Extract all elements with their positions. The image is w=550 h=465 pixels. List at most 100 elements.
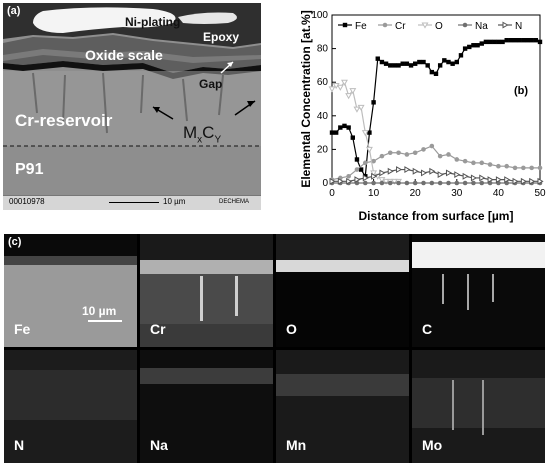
data-point-cr (371, 158, 376, 164)
data-point-cr (429, 143, 435, 149)
data-point-fe (342, 123, 347, 129)
data-point-fe (367, 130, 372, 135)
plot-area-frame (331, 14, 541, 184)
edx-scale-text: 10 µm (82, 304, 117, 318)
y-tick-label: 60 (317, 77, 329, 88)
data-point-fe (529, 38, 534, 43)
sem-cross-section-panel: (a) Ni-plating Epoxy Oxide scale Gap Cr-… (3, 3, 261, 210)
data-point-fe (338, 125, 343, 130)
x-tick-label: 10 (368, 188, 380, 199)
data-point-n (504, 176, 511, 184)
data-point-fe (467, 44, 472, 50)
x-tick-label: 30 (451, 188, 463, 199)
data-point-na (479, 180, 485, 186)
data-point-cr (421, 147, 426, 152)
map-label-mo: Mo (422, 437, 443, 453)
data-point-n (412, 167, 419, 175)
data-point-fe (454, 59, 459, 65)
data-point-fe (450, 61, 455, 66)
image-id: 00010978 (9, 197, 45, 206)
data-point-cr (362, 160, 368, 166)
data-point-fe (471, 43, 476, 48)
data-point-na (446, 180, 451, 186)
ni-plating-label: Ni-plating (125, 15, 181, 29)
epoxy-label: Epoxy (203, 30, 240, 44)
y-tick-label: 100 (311, 10, 328, 21)
data-point-n (529, 177, 536, 185)
data-point-o (357, 104, 365, 112)
data-point-o (328, 86, 336, 93)
data-point-na (437, 180, 443, 186)
data-point-fe (496, 39, 501, 45)
edx-scale-bar (88, 320, 122, 322)
data-point-n (379, 169, 386, 177)
axis-ticks: 0 10 20 30 40 50 0 20 40 60 80 100 (311, 10, 546, 199)
data-point-na (396, 180, 401, 186)
data-point-fe (537, 39, 543, 45)
data-point-na (404, 180, 410, 186)
data-point-fe (371, 100, 376, 105)
data-point-na (387, 180, 393, 186)
series-layer (328, 38, 544, 186)
sem-footer-bar: 00010978 10 µm DECHEMA (3, 195, 261, 210)
legend-label-na: Na (475, 21, 488, 32)
data-point-legend-cr (382, 22, 388, 28)
map-label-n: N (14, 437, 25, 453)
data-point-cr (471, 160, 476, 166)
data-point-o (361, 130, 369, 137)
data-point-fe (413, 61, 418, 66)
data-point-o (353, 106, 361, 113)
data-point-n (479, 174, 486, 182)
data-point-cr (529, 165, 534, 171)
data-point-o (390, 178, 398, 185)
map-label-fe: Fe (14, 321, 31, 337)
data-point-n (495, 176, 503, 184)
data-point-cr (354, 167, 360, 172)
scale-bar-text: 10 µm (163, 197, 186, 206)
map-label-o: O (286, 321, 297, 337)
panel-c-tag: (c) (8, 236, 22, 248)
data-point-na (371, 180, 376, 186)
data-point-legend-fe (342, 22, 348, 28)
map-label-c: C (422, 321, 433, 337)
data-point-legend-n (502, 21, 509, 29)
data-point-fe (525, 38, 530, 43)
edx-map-fe: Fe 10 µm (4, 234, 137, 347)
data-point-n (404, 166, 411, 174)
data-point-fe (383, 61, 389, 66)
data-point-cr (512, 165, 518, 171)
map-label-cr: Cr (150, 321, 166, 337)
data-point-na (412, 180, 418, 186)
data-point-fe (512, 38, 518, 43)
data-point-na (471, 180, 476, 186)
data-point-fe (358, 167, 364, 172)
data-point-fe (350, 135, 355, 140)
data-point-fe (500, 39, 505, 45)
data-point-n (421, 169, 428, 177)
edx-map-mo: Mo (412, 350, 545, 463)
data-point-cr (479, 160, 485, 166)
data-point-n (387, 167, 394, 175)
data-point-fe (446, 59, 451, 65)
y-tick-label: 40 (317, 111, 329, 122)
data-point-n (462, 172, 469, 180)
data-point-fe (329, 130, 335, 135)
x-tick-label: 20 (410, 188, 422, 199)
edx-map-n: N (4, 350, 137, 463)
data-point-n (396, 166, 403, 174)
scale-bar-line (109, 202, 159, 203)
data-point-fe (354, 157, 360, 162)
data-point-cr (387, 150, 393, 156)
data-point-fe (475, 43, 480, 48)
data-point-cr (496, 163, 501, 169)
data-point-n (520, 177, 527, 185)
y-tick-label: 0 (322, 178, 328, 189)
data-point-o (345, 93, 353, 100)
data-point-o (341, 79, 348, 86)
y-tick-label: 80 (317, 44, 329, 55)
data-point-n (371, 172, 378, 180)
data-point-n (329, 177, 336, 185)
panel-b-tag: (b) (514, 85, 528, 97)
x-tick-label: 40 (493, 188, 505, 199)
panel-a-tag: (a) (7, 5, 21, 17)
